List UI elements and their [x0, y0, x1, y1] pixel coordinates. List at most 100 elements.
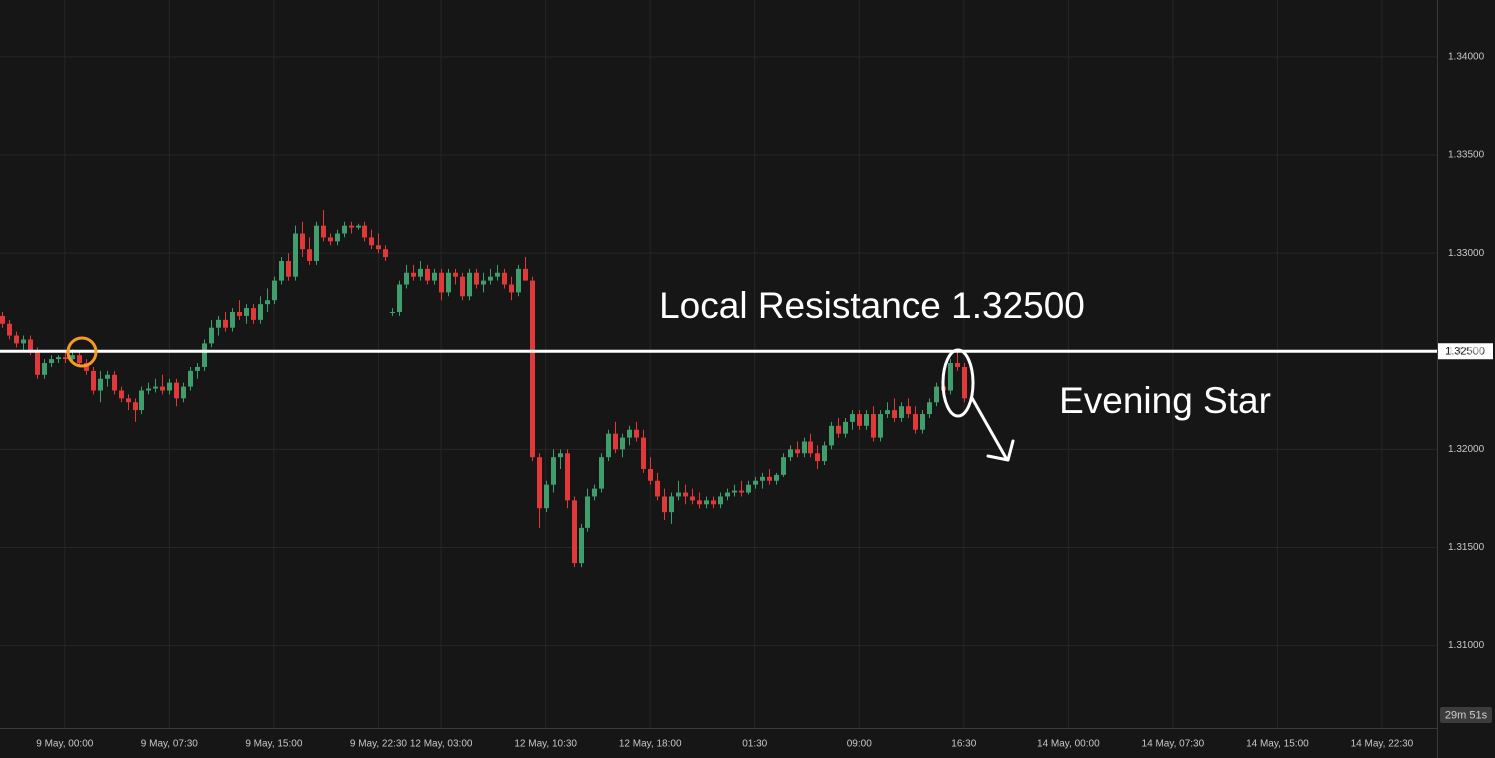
x-tick-label: 12 May, 03:00: [410, 739, 473, 750]
x-tick-label: 9 May, 00:00: [36, 739, 94, 750]
candle-body: [258, 304, 263, 320]
candle-body: [362, 225, 367, 238]
x-tick-label: 14 May, 22:30: [1351, 739, 1414, 750]
candle-body: [669, 496, 674, 513]
candle-body: [105, 374, 110, 379]
candle-body: [133, 402, 138, 411]
candle-body: [28, 339, 33, 352]
candle-body: [585, 496, 590, 528]
candle-body: [42, 363, 47, 375]
candle-body: [439, 272, 444, 293]
candle-body: [808, 441, 813, 454]
candle-body: [418, 268, 423, 277]
candle-body: [871, 414, 876, 438]
candle-body: [822, 445, 827, 462]
price-label-box: [1438, 343, 1493, 360]
candle-body: [56, 357, 61, 360]
candle-body: [397, 284, 402, 312]
candle-body: [899, 406, 904, 418]
candle-body: [718, 496, 723, 505]
candle-body: [272, 280, 277, 301]
candle-body: [864, 414, 869, 426]
candle-body: [411, 272, 416, 277]
candle-body: [321, 225, 326, 238]
grid: [0, 0, 1437, 728]
x-tick-label: 14 May, 00:00: [1037, 739, 1100, 750]
y-tick-label: 1.33500: [1448, 150, 1485, 161]
candle-body: [495, 272, 500, 277]
candle-body: [279, 260, 284, 281]
resistance-text: Local Resistance 1.32500: [659, 285, 1085, 326]
candle-body: [369, 237, 374, 246]
candle-body: [606, 433, 611, 458]
candle-body: [662, 496, 667, 513]
candle-body: [432, 272, 437, 281]
x-tick-label: 9 May, 15:00: [245, 739, 303, 750]
candle-body: [551, 457, 556, 485]
candle-body: [815, 453, 820, 462]
candle-body: [739, 490, 744, 493]
candle-body: [906, 406, 911, 415]
candle-body: [0, 315, 5, 324]
x-tick-label: 12 May, 10:30: [514, 739, 577, 750]
candle-body: [7, 323, 12, 336]
candle-body: [126, 398, 131, 403]
candle-body: [98, 378, 103, 391]
x-tick-label: 12 May, 18:00: [619, 739, 682, 750]
candle-body: [467, 272, 472, 297]
candle-body: [349, 225, 354, 228]
y-tick-label: 1.31500: [1448, 542, 1485, 553]
candle-body: [390, 312, 395, 313]
candle-body: [725, 492, 730, 497]
candle-body: [704, 500, 709, 505]
candle-body: [746, 484, 751, 493]
candle-body: [21, 339, 26, 344]
candle-body: [934, 386, 939, 403]
candle-body: [613, 433, 618, 450]
candles: [0, 209, 967, 568]
candle-body: [962, 366, 967, 399]
candle-body: [174, 382, 179, 399]
candle-body: [885, 410, 890, 415]
candle-body: [558, 453, 563, 458]
pattern-text: Evening Star: [1059, 380, 1271, 421]
candle-body: [878, 414, 883, 438]
candle-body: [523, 268, 528, 281]
candle-body: [836, 425, 841, 434]
candle-body: [850, 414, 855, 422]
x-tick-label: 9 May, 22:30: [350, 739, 408, 750]
candle-body: [572, 500, 577, 564]
candle-body: [181, 386, 186, 399]
candle-body: [342, 225, 347, 234]
candle-body: [516, 268, 521, 293]
candle-body: [202, 343, 207, 367]
candle-body: [676, 492, 681, 497]
candle-body: [70, 355, 75, 360]
candle-body: [802, 441, 807, 454]
candle-body: [488, 276, 493, 281]
candle-body: [474, 272, 479, 285]
candle-body: [481, 280, 486, 285]
candle-body: [829, 425, 834, 446]
candle-body: [544, 484, 549, 509]
y-tick-label: 1.32000: [1448, 444, 1485, 455]
candle-body: [767, 476, 772, 481]
y-tick-label: 1.32500: [1448, 346, 1485, 357]
candle-body: [453, 272, 458, 277]
candle-body: [314, 225, 319, 261]
candle-body: [188, 370, 193, 387]
candle-body: [35, 351, 40, 375]
candle-body: [620, 437, 625, 450]
candle-body: [927, 402, 932, 415]
x-tick-label: 14 May, 15:00: [1246, 739, 1309, 750]
candle-body: [753, 480, 758, 485]
countdown-box: [1440, 707, 1492, 723]
y-tick-label: 1.34000: [1448, 52, 1485, 63]
candle-body: [77, 355, 82, 364]
price-label: 1.32500: [1445, 346, 1485, 358]
candle-body: [579, 527, 584, 564]
candle-body: [697, 500, 702, 505]
candle-body: [592, 488, 597, 497]
